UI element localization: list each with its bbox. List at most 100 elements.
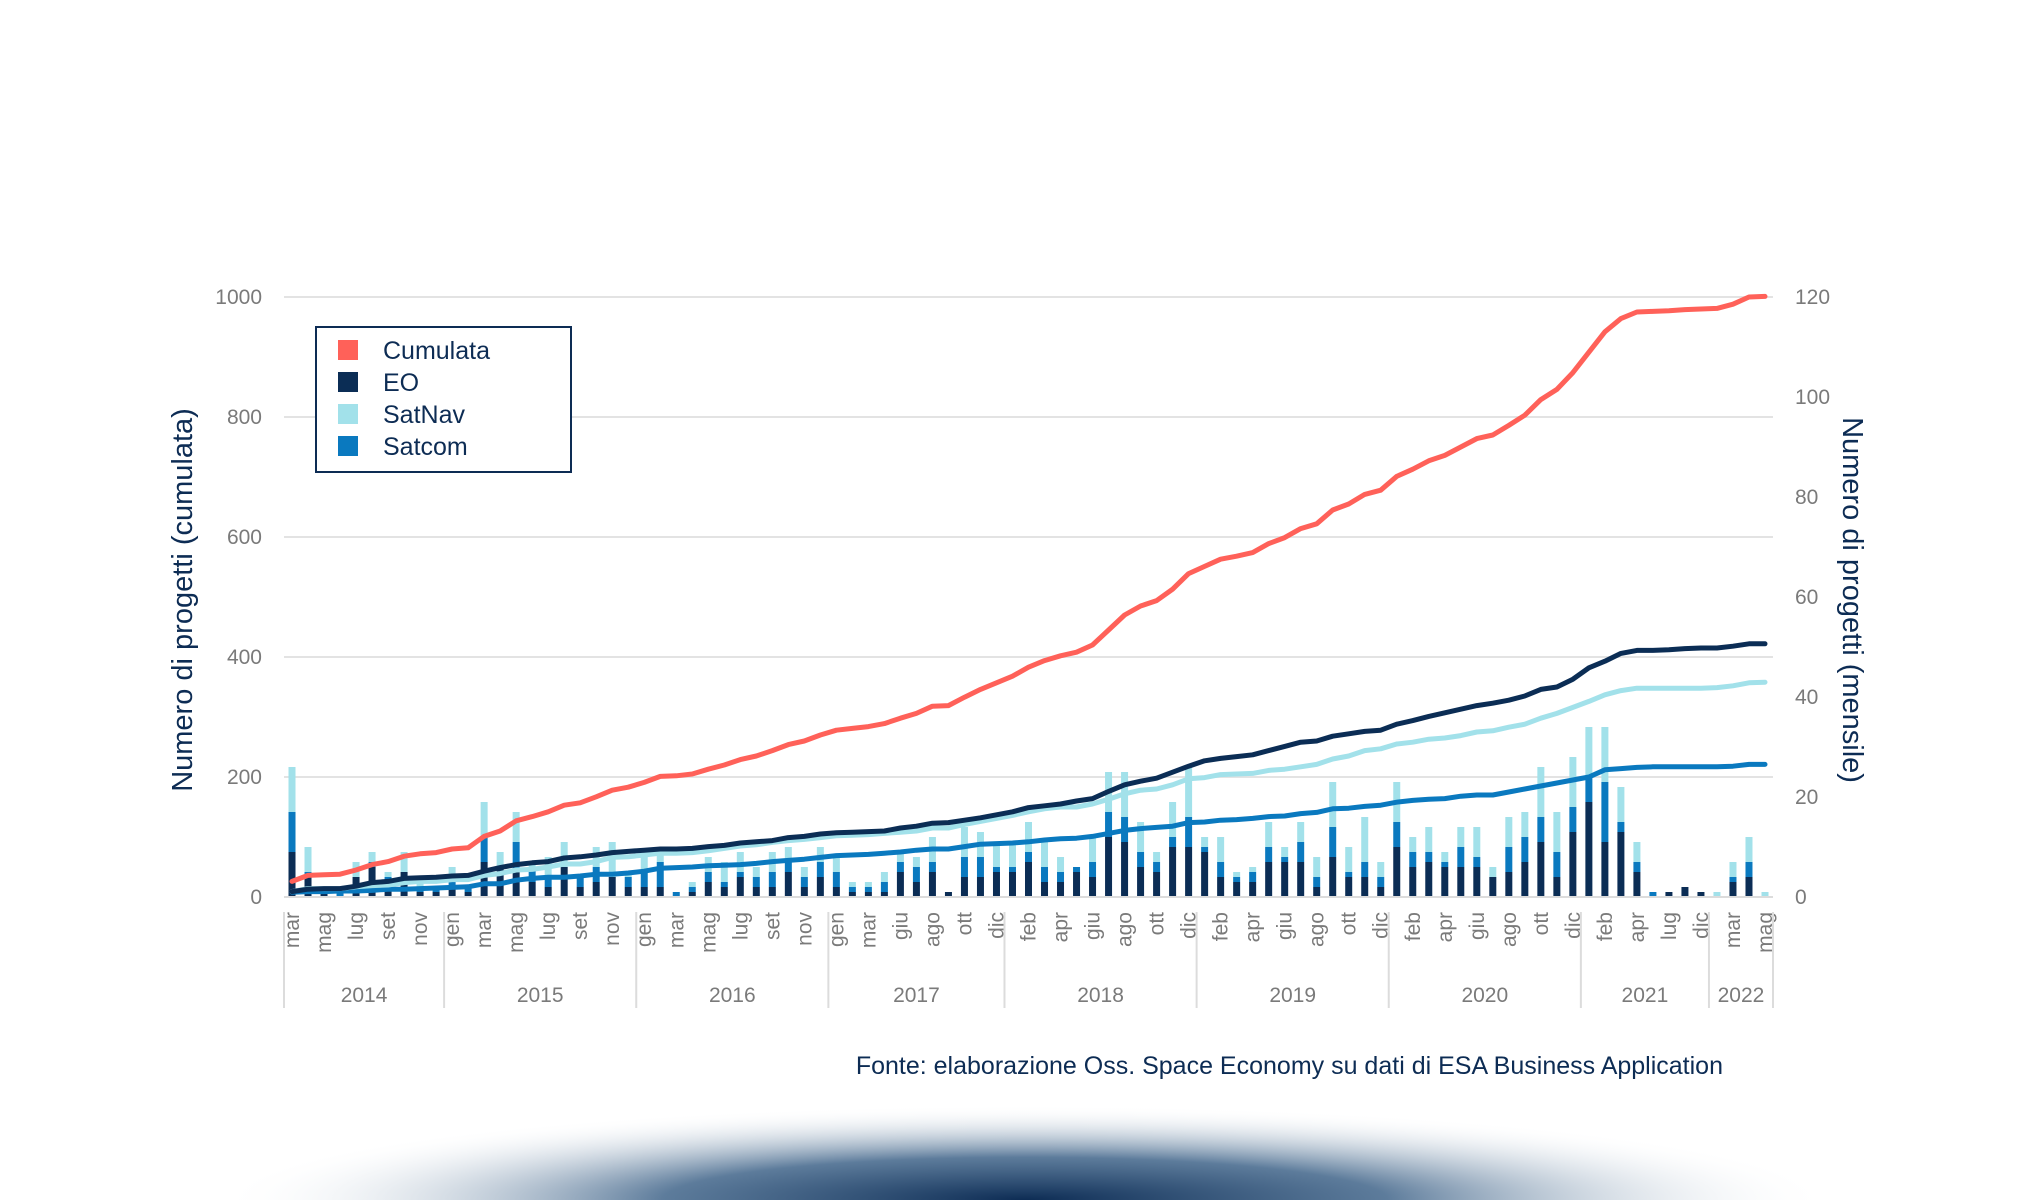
bar-eo xyxy=(1265,862,1273,897)
month-tick-label: mag xyxy=(505,912,528,953)
month-tick-label: feb xyxy=(1210,912,1233,941)
bar-satcom xyxy=(1633,862,1641,872)
bar-satnav xyxy=(1361,817,1369,862)
left-tick-label: 800 xyxy=(227,406,262,429)
bar-eo xyxy=(624,887,632,897)
legend-swatch-cumulata xyxy=(338,340,358,360)
bar-eo xyxy=(1313,887,1321,897)
month-tick-label: giu xyxy=(1466,912,1489,940)
bar-satnav xyxy=(1473,827,1481,857)
month-tick-label: dic xyxy=(1690,912,1713,939)
bar-satcom xyxy=(1361,862,1369,877)
bar-satnav xyxy=(1249,867,1257,872)
bar-eo xyxy=(1489,877,1497,897)
bar-satcom xyxy=(800,877,808,887)
year-label: 2016 xyxy=(709,984,756,1007)
bar-eo xyxy=(1377,887,1385,897)
bar-eo xyxy=(896,872,904,897)
bar-satnav xyxy=(384,872,392,877)
legend-label-eo: EO xyxy=(383,369,419,397)
bar-satnav xyxy=(784,847,792,862)
bar-satcom xyxy=(624,877,632,887)
bar-satcom xyxy=(1729,877,1737,882)
bar-satnav xyxy=(1745,837,1753,862)
right-tick-label: 80 xyxy=(1795,486,1818,509)
bar-satcom xyxy=(736,872,744,877)
month-tick-label: giu xyxy=(1274,912,1297,940)
bar-eo xyxy=(1217,877,1225,897)
line-satnav xyxy=(289,679,1768,895)
month-tick-label: mag xyxy=(697,912,720,953)
legend-label-satnav: SatNav xyxy=(383,401,465,429)
bar-satnav xyxy=(880,872,888,882)
line-cumulata xyxy=(289,293,1768,884)
legend-label-cumulata: Cumulata xyxy=(383,337,490,365)
bar-satnav xyxy=(1553,812,1561,852)
month-tick-label: ott xyxy=(954,912,977,936)
bar-eo xyxy=(1697,892,1705,897)
bar-eo xyxy=(1553,877,1561,897)
bar-eo xyxy=(608,877,616,897)
bar-satcom xyxy=(1185,817,1193,847)
bar-satnav xyxy=(720,862,728,882)
bar-satnav xyxy=(1729,862,1737,877)
bar-eo xyxy=(992,872,1000,897)
bar-satnav xyxy=(1713,892,1721,897)
bar-eo xyxy=(1617,832,1625,897)
bar-satcom xyxy=(512,842,520,872)
month-tick-label: ott xyxy=(1338,912,1361,936)
left-tick-label: 1000 xyxy=(215,286,262,309)
bar-satnav xyxy=(832,857,840,872)
bar-satnav xyxy=(512,812,520,842)
bar-satnav xyxy=(1329,782,1337,827)
bar-satcom xyxy=(1441,862,1449,867)
year-label: 2020 xyxy=(1461,984,1508,1007)
bar-eo xyxy=(1041,882,1049,897)
bar-satnav xyxy=(1057,857,1065,872)
bar-satcom xyxy=(784,862,792,872)
month-tick-label: gen xyxy=(633,912,656,947)
bar-eo xyxy=(1585,802,1593,897)
cumulative-lines xyxy=(289,293,1768,895)
bar-eo xyxy=(1521,862,1529,897)
bar-satcom xyxy=(976,857,984,877)
year-label: 2018 xyxy=(1077,984,1124,1007)
bar-eo xyxy=(1505,872,1513,897)
bar-eo xyxy=(1729,882,1737,897)
bar-eo xyxy=(880,892,888,897)
bar-satcom xyxy=(1297,842,1305,862)
month-tick-label: dic xyxy=(1562,912,1585,939)
bar-satcom xyxy=(336,892,344,897)
month-tick-label: ago xyxy=(921,912,944,947)
bar-satcom xyxy=(1265,847,1273,862)
bar-satcom xyxy=(1025,852,1032,862)
month-tick-label: giu xyxy=(1082,912,1105,940)
month-tick-label: dic xyxy=(986,912,1009,939)
bar-satcom xyxy=(1281,857,1289,862)
bar-satnav xyxy=(992,842,1000,867)
bar-satnav xyxy=(1457,827,1465,847)
bar-eo xyxy=(1073,872,1081,897)
bar-satnav xyxy=(1585,727,1593,777)
bar-eo xyxy=(784,872,792,897)
bar-satcom xyxy=(1041,867,1049,882)
x-axis: mar mag lug set nov gen mar mag lug set nov gen mar m… xyxy=(281,896,1777,1008)
bar-satcom xyxy=(672,892,680,897)
bar-eo xyxy=(288,852,296,897)
legend-swatch-eo xyxy=(338,372,358,392)
bar-eo xyxy=(1281,862,1289,897)
month-tick-label: apr xyxy=(1242,912,1265,942)
bar-satnav xyxy=(1041,842,1049,867)
bar-satnav xyxy=(1185,767,1193,817)
bar-eo xyxy=(1233,882,1241,897)
bar-satcom xyxy=(1089,862,1097,877)
bar-satcom xyxy=(1201,847,1209,852)
bar-satcom xyxy=(640,872,648,887)
bar-eo xyxy=(1393,847,1401,897)
month-tick-label: gen xyxy=(441,912,464,947)
bar-eo xyxy=(928,872,936,897)
month-tick-label: ago xyxy=(1498,912,1521,947)
month-tick-label: set xyxy=(761,912,784,940)
bar-satcom xyxy=(832,872,840,887)
bar-satnav xyxy=(496,852,504,867)
